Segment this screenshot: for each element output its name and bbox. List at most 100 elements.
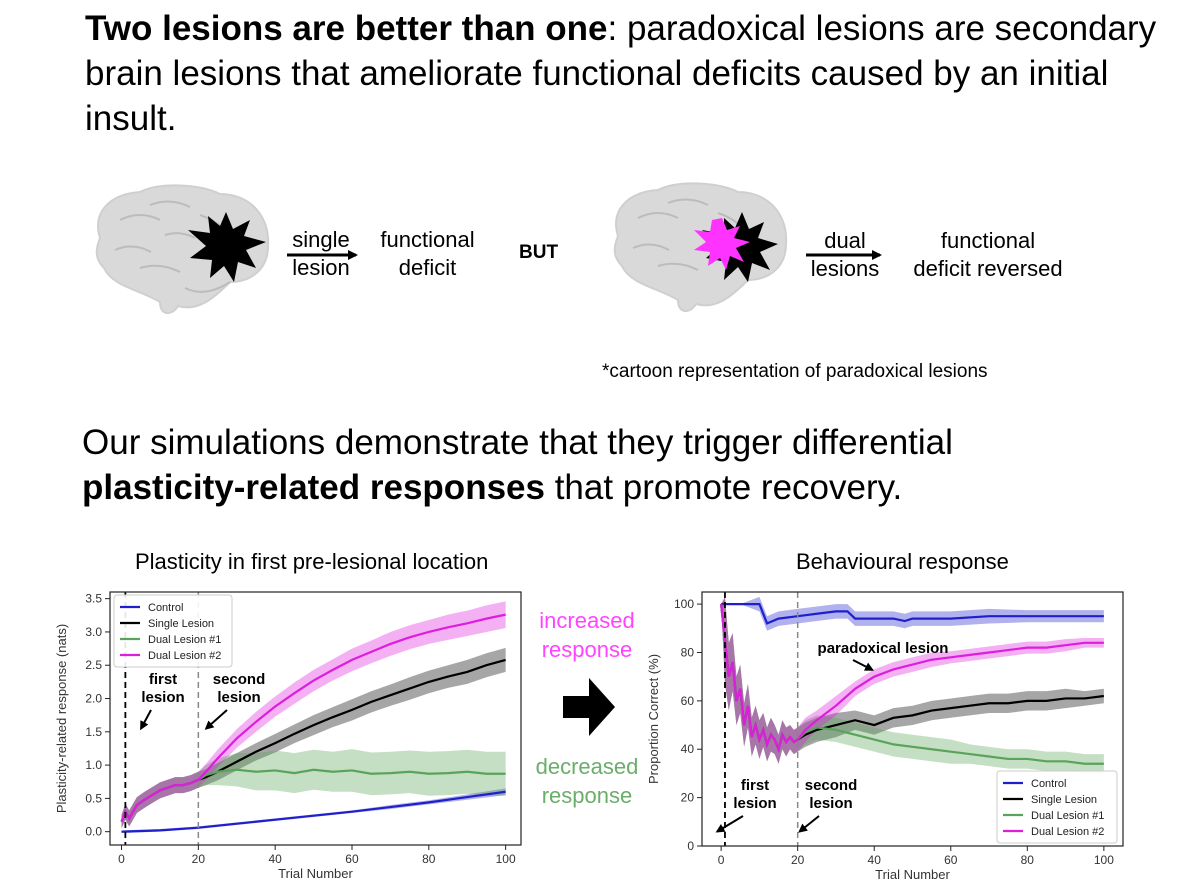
y-tick-label: 3.0 (85, 625, 102, 639)
legend-box (113, 594, 233, 668)
label-single-lesion-line2: lesion (292, 255, 350, 280)
line-control (121, 790, 506, 833)
annotation-text: second (805, 777, 858, 794)
right-arrow-icon (563, 678, 615, 736)
decreased-line1: decreased (535, 754, 639, 779)
legend-label: Dual Lesion #1 (148, 634, 221, 646)
simulations-text2: that promote recovery. (544, 468, 903, 507)
lesion-star-dual-first (702, 212, 778, 282)
plot-area (720, 596, 1105, 774)
annotation-arrow (204, 709, 228, 730)
behaviour-chart: 0 20 40 60 80 100 0 20 40 60 80 100 Trial Number Prop… (646, 591, 1124, 882)
y-tick-label: 0 (687, 839, 694, 853)
simulations-paragraph: Our simulations demonstrate that they tr… (82, 420, 1162, 510)
band-dual-lesion-1 (121, 749, 506, 829)
annotation-text: paradoxical lesion (818, 640, 949, 657)
y-tick-label: 3.5 (85, 592, 102, 606)
decreased-line2: response (541, 783, 633, 808)
intro-bold: Two lesions are better than one (85, 9, 608, 48)
x-tick-label: 40 (868, 853, 882, 867)
label-single-lesion: single lesion (283, 226, 359, 282)
label-deficit-reversed-line1: functional (940, 228, 1036, 253)
band-control (721, 596, 1104, 631)
lesion-star-dual-second (694, 218, 750, 270)
legend-label: Control (148, 602, 183, 614)
increased-line2: response (541, 637, 633, 662)
line-dual-lesion-2 (120, 613, 506, 823)
intro-rest: : paradoxical lesions are secondary brai… (85, 9, 1157, 138)
y-tick-label: 2.5 (85, 658, 102, 672)
x-tick-label: 100 (496, 852, 516, 866)
y-tick-label: 20 (681, 791, 695, 805)
x-tick-label: 20 (192, 852, 206, 866)
annotation-text: lesion (217, 689, 260, 706)
annotation-text: lesion (141, 689, 184, 706)
y-tick-label: 100 (674, 597, 694, 611)
cartoon-note: *cartoon representation of paradoxical l… (602, 361, 988, 382)
annotation-text: second (213, 671, 266, 688)
y-tick-label: 80 (681, 645, 695, 659)
x-tick-label: 80 (422, 852, 436, 866)
y-axis-label: Proportion Correct (%) (646, 654, 661, 784)
annotation-text: lesion (733, 795, 776, 812)
band-dual-lesion-2 (721, 596, 1104, 764)
legend-label: Dual Lesion #2 (1031, 826, 1104, 838)
label-single-lesion-line1: single (292, 227, 350, 252)
x-tick-label: 40 (268, 852, 282, 866)
label-dual-lesions: dual lesions (800, 227, 890, 283)
x-tick-label: 80 (1021, 853, 1035, 867)
intro-paragraph: Two lesions are better than one: paradox… (85, 6, 1165, 141)
annotation-text: first (741, 777, 769, 794)
y-tick-label: 60 (681, 694, 695, 708)
brain-icon-single (95, 184, 270, 314)
band-single-lesion (721, 596, 1104, 764)
annotation-text: first (149, 671, 177, 688)
x-tick-label: 0 (118, 852, 125, 866)
legend-label: Dual Lesion #1 (1031, 810, 1104, 822)
y-tick-label: 0.5 (85, 791, 102, 805)
annotation-text: lesion (809, 795, 852, 812)
x-tick-label: 0 (718, 853, 725, 867)
line-dual-lesion-2 (720, 603, 1104, 753)
brain-icon-dual (613, 182, 788, 312)
legend-label: Single Lesion (148, 618, 214, 630)
increased-line1: increased (539, 608, 635, 633)
y-tick-label: 1.5 (85, 725, 102, 739)
legend-box (996, 770, 1118, 844)
label-functional-deficit: functional deficit (365, 226, 490, 282)
x-tick-label: 100 (1094, 853, 1114, 867)
label-but: BUT (519, 242, 559, 263)
line-control (721, 602, 1104, 625)
simulations-text1: Our simulations demonstrate that they tr… (82, 423, 953, 462)
increased-response-label: increased response (527, 606, 647, 664)
axes-frame (109, 591, 522, 846)
x-axis-label: Trial Number (278, 866, 353, 881)
y-axis-label: Plasticity-related response (nats) (54, 624, 69, 813)
x-axis-label: Trial Number (875, 867, 950, 882)
band-control (121, 788, 506, 834)
x-tick-label: 20 (791, 853, 805, 867)
label-functional-deficit-line1: functional (380, 227, 475, 252)
plot-area (120, 601, 506, 834)
x-tick-label: 60 (944, 853, 958, 867)
label-dual-lesions-line1: dual (824, 228, 866, 253)
chart-title-behaviour: Behavioural response (796, 549, 1009, 574)
lesion-star-single (188, 212, 266, 282)
x-tick-label: 60 (345, 852, 359, 866)
annotation-arrow (140, 709, 152, 731)
simulations-bold: plasticity-related responses (82, 468, 545, 507)
chart-title-plasticity: Plasticity in first pre-lesional locatio… (135, 549, 489, 574)
plasticity-chart: 0 20 40 60 80 100 0.0 0.5 1.0 1.5 2.0 2.5 3.0 3.5 Tria… (54, 591, 522, 881)
y-tick-label: 0.0 (85, 825, 102, 839)
label-dual-lesions-line2: lesions (810, 256, 880, 281)
decreased-response-label: decreased response (527, 752, 647, 810)
legend-label: Control (1031, 778, 1066, 790)
legend: Control Single Lesion Dual Lesion #1 Dual L… (996, 770, 1118, 844)
annotation-arrow (852, 659, 875, 671)
axes-frame (701, 591, 1124, 847)
label-deficit-reversed: functional deficit reversed (900, 227, 1076, 283)
legend-label: Single Lesion (1031, 794, 1097, 806)
legend: Control Single Lesion Dual Lesion #1 Dual L… (113, 594, 233, 668)
y-tick-label: 2.0 (85, 692, 102, 706)
y-tick-label: 1.0 (85, 758, 102, 772)
